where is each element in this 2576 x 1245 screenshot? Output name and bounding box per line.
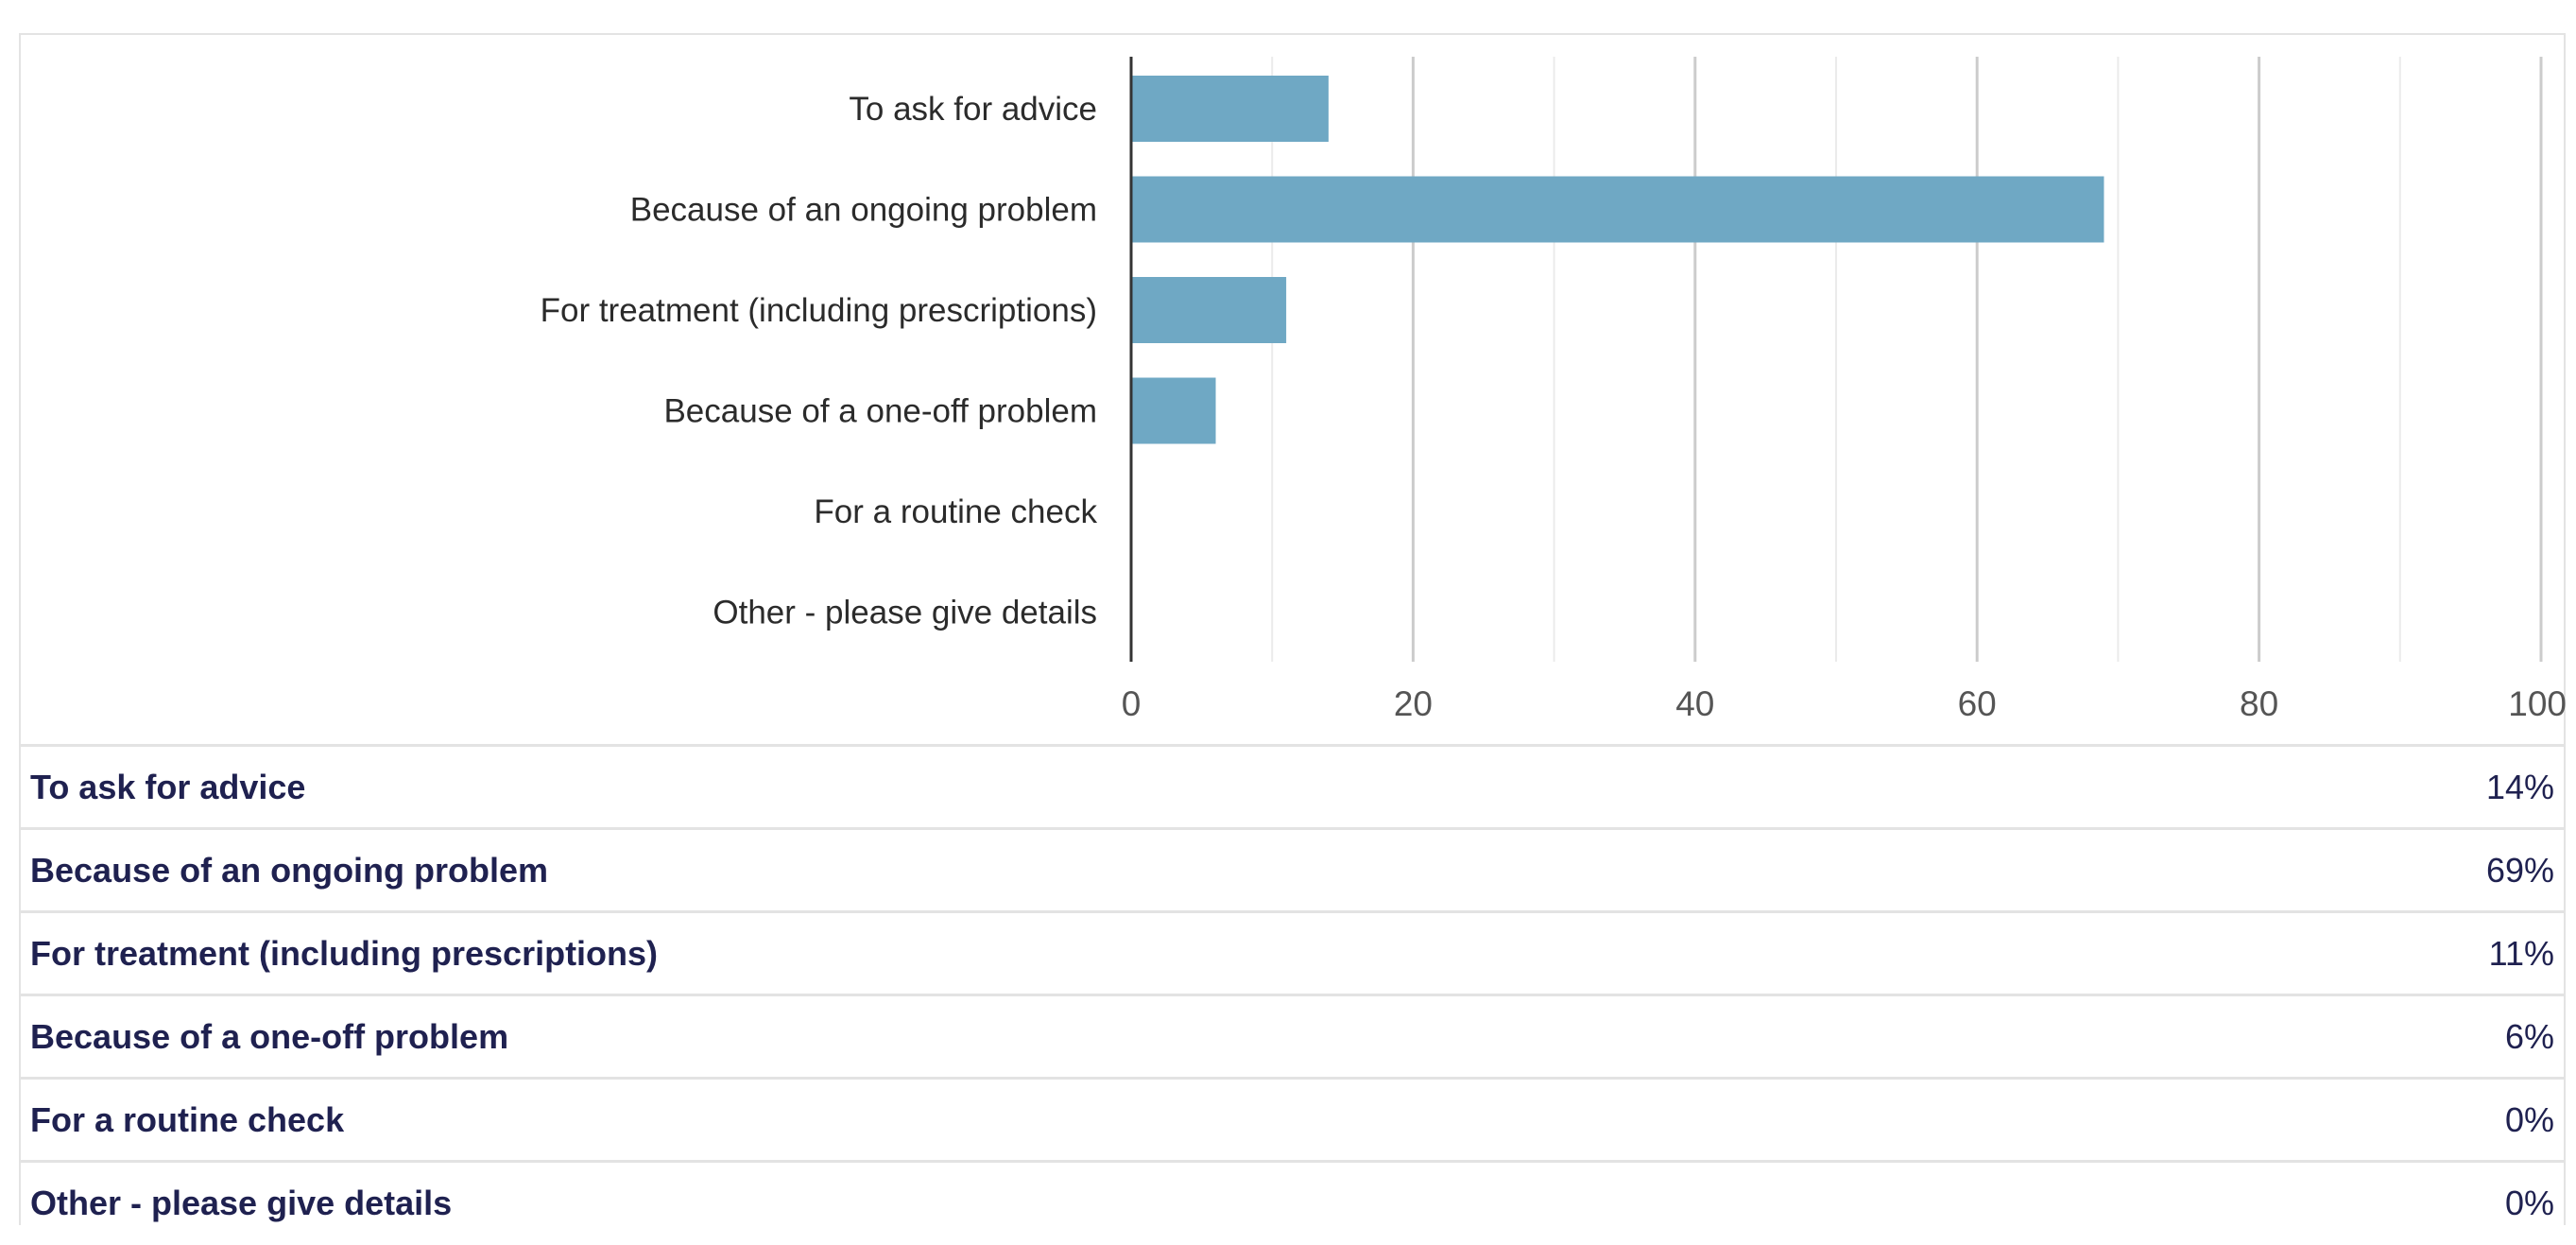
- x-tick-label: 60: [1958, 684, 1997, 723]
- category-label: Because of an ongoing problem: [630, 192, 1097, 229]
- bar: [1131, 277, 1287, 343]
- row-label: Other - please give details: [30, 1184, 453, 1223]
- row-label: Because of a one-off problem: [30, 1016, 509, 1056]
- row-label: For treatment (including prescriptions): [30, 933, 659, 973]
- row-label: For a routine check: [30, 1099, 345, 1139]
- table-row: For a routine check 0%: [19, 1078, 2566, 1162]
- x-tick-label: 20: [1394, 684, 1433, 723]
- table-row: Because of a one-off problem 6%: [19, 994, 2566, 1079]
- row-percentage: 11%: [2488, 933, 2554, 973]
- category-label: To ask for advice: [849, 91, 1097, 128]
- table-row: Because of an ongoing problem 69%: [19, 828, 2566, 912]
- bar: [1131, 377, 1216, 444]
- x-axis-tick-labels: 0 20 40 60 80 100: [1122, 684, 2567, 723]
- x-tick-label: 80: [2240, 684, 2278, 723]
- summary-table: To ask for advice 14% Because of an ongoin…: [19, 744, 2566, 1245]
- bar: [1131, 76, 1329, 142]
- row-percentage: 0%: [2504, 1099, 2554, 1139]
- category-label: For treatment (including prescriptions): [541, 292, 1097, 329]
- table-row: For treatment (including prescriptions) 1…: [19, 911, 2566, 995]
- row-label: Because of an ongoing problem: [30, 850, 549, 890]
- row-label: To ask for advice: [30, 767, 306, 806]
- table-row: Other - please give details 0%: [19, 1161, 2566, 1245]
- x-tick-label: 100: [2508, 684, 2567, 723]
- row-percentage: 6%: [2504, 1016, 2554, 1056]
- bar: [1131, 176, 2104, 243]
- category-labels: To ask for advice Because of an ongoing p…: [541, 91, 1098, 631]
- x-tick-label: 40: [1675, 684, 1714, 723]
- gridlines: [1271, 57, 2543, 662]
- bars: [1131, 76, 2104, 444]
- table-row: To ask for advice 14%: [19, 745, 2566, 829]
- bar-chart: To ask for advice Because of an ongoing p…: [541, 57, 2567, 723]
- category-label: Other - please give details: [713, 595, 1097, 631]
- category-label: Because of a one-off problem: [663, 393, 1097, 430]
- category-label: For a routine check: [814, 493, 1097, 530]
- row-percentage: 0%: [2504, 1184, 2554, 1223]
- row-percentage: 14%: [2485, 767, 2554, 806]
- x-tick-label: 0: [1122, 684, 1142, 723]
- row-percentage: 69%: [2485, 850, 2554, 890]
